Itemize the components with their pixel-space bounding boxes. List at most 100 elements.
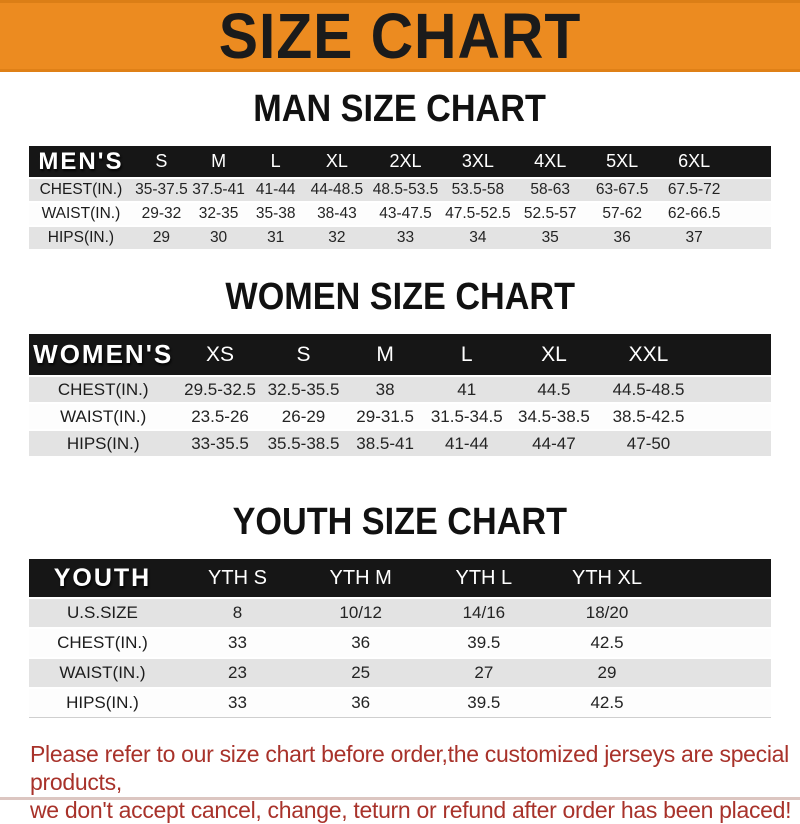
size-value-cell: 53.5-58 bbox=[441, 179, 515, 201]
size-value-cell: 34.5-38.5 bbox=[507, 404, 601, 429]
row-filler bbox=[668, 689, 771, 718]
measurement-row-label: CHEST(IN.) bbox=[29, 179, 133, 201]
row-filler bbox=[668, 629, 771, 657]
measurement-row: WAIST(IN.) 29-32 32-35 35-38 38-43 43-47.5 47.… bbox=[29, 203, 771, 225]
size-value-cell: 23.5-26 bbox=[177, 404, 263, 429]
size-value-cell: 43-47.5 bbox=[369, 203, 442, 225]
size-chart-title: SIZE CHART bbox=[218, 0, 582, 72]
size-column-header: S bbox=[132, 146, 190, 177]
size-value-cell: 52.5-57 bbox=[514, 203, 587, 225]
row-filler bbox=[730, 179, 771, 201]
size-column-header: L bbox=[247, 146, 305, 177]
size-value-cell: 44.5 bbox=[507, 377, 601, 402]
size-column-header: S bbox=[262, 334, 345, 375]
size-value-cell: 67.5-72 bbox=[658, 179, 731, 201]
disclaimer-line-2: we don't accept cancel, change, teturn o… bbox=[30, 797, 792, 823]
size-value-cell: 35-38 bbox=[247, 203, 305, 225]
size-value-cell: 23 bbox=[175, 659, 300, 687]
size-value-cell: 33-35.5 bbox=[177, 431, 263, 456]
size-band-row: WOMEN'S XS S M L XL XXL bbox=[29, 334, 771, 375]
size-column-header: 3XL bbox=[441, 146, 515, 177]
size-value-cell: 26-29 bbox=[262, 404, 345, 429]
measurement-row-label: CHEST(IN.) bbox=[29, 629, 176, 657]
men-size-table: MEN'S S M L XL 2XL 3XL 4XL 5XL 6XL CHEST(IN.) 35-37… bbox=[29, 144, 771, 251]
size-value-cell: 38.5-42.5 bbox=[600, 404, 697, 429]
measurement-row: WAIST(IN.) 23 25 27 29 bbox=[29, 659, 771, 687]
row-filler bbox=[668, 599, 771, 627]
size-value-cell: 39.5 bbox=[422, 689, 546, 718]
band-filler bbox=[696, 334, 771, 375]
youth-chart-title: YOUTH SIZE CHART bbox=[0, 502, 800, 547]
size-value-cell: 31 bbox=[247, 227, 305, 249]
measurement-row-label: WAIST(IN.) bbox=[29, 404, 178, 429]
measurement-row-label: WAIST(IN.) bbox=[29, 659, 176, 687]
size-value-cell: 62-66.5 bbox=[658, 203, 731, 225]
size-value-cell: 38.5-41 bbox=[344, 431, 426, 456]
size-column-header: XL bbox=[507, 334, 601, 375]
disclaimer-line-1: Please refer to our size chart before or… bbox=[30, 741, 789, 795]
measurement-row-label: WAIST(IN.) bbox=[29, 203, 133, 225]
size-value-cell: 10/12 bbox=[299, 599, 423, 627]
size-value-cell: 34 bbox=[441, 227, 515, 249]
youth-size-section: YOUTH SIZE CHART YOUTH YTH S YTH M YTH L YTH… bbox=[0, 502, 800, 720]
youth-chart-title-text: YOUTH SIZE CHART bbox=[232, 501, 568, 543]
size-value-cell: 33 bbox=[175, 629, 300, 657]
size-value-cell: 36 bbox=[299, 689, 423, 718]
size-value-cell: 18/20 bbox=[545, 599, 669, 627]
row-filler bbox=[696, 377, 771, 402]
size-value-cell: 32.5-35.5 bbox=[262, 377, 345, 402]
size-column-header: XXL bbox=[600, 334, 697, 375]
size-band-label: MEN'S bbox=[29, 146, 133, 177]
measurement-row-label: HIPS(IN.) bbox=[29, 431, 178, 456]
row-filler bbox=[668, 659, 771, 687]
measurement-row: HIPS(IN.) 33 36 39.5 42.5 bbox=[29, 689, 771, 718]
size-column-header: YTH M bbox=[299, 559, 423, 597]
size-value-cell: 37 bbox=[658, 227, 731, 249]
size-value-cell: 38-43 bbox=[304, 203, 370, 225]
size-value-cell: 27 bbox=[422, 659, 546, 687]
women-chart-title: WOMEN SIZE CHART bbox=[0, 277, 800, 322]
size-value-cell: 47-50 bbox=[600, 431, 697, 456]
measurement-row: WAIST(IN.) 23.5-26 26-29 29-31.5 31.5-34.5 34… bbox=[29, 404, 771, 429]
size-value-cell: 36 bbox=[586, 227, 659, 249]
size-value-cell: 35 bbox=[514, 227, 587, 249]
size-column-header: L bbox=[425, 334, 508, 375]
size-column-header: M bbox=[190, 146, 248, 177]
size-column-header: M bbox=[344, 334, 426, 375]
size-value-cell: 35-37.5 bbox=[132, 179, 190, 201]
size-value-cell: 33 bbox=[369, 227, 442, 249]
size-value-cell: 33 bbox=[175, 689, 300, 718]
size-column-header: YTH L bbox=[422, 559, 546, 597]
size-column-header: XL bbox=[304, 146, 370, 177]
row-filler bbox=[696, 431, 771, 456]
women-size-section: WOMEN SIZE CHART WOMEN'S XS S M L XL XXL CHEST(… bbox=[0, 277, 800, 458]
measurement-row: CHEST(IN.) 35-37.5 37.5-41 41-44 44-48.5 48.5… bbox=[29, 179, 771, 201]
measurement-row: HIPS(IN.) 33-35.5 35.5-38.5 38.5-41 41-44 44-… bbox=[29, 431, 771, 456]
size-value-cell: 29 bbox=[545, 659, 669, 687]
size-value-cell: 29-31.5 bbox=[344, 404, 426, 429]
size-value-cell: 14/16 bbox=[422, 599, 546, 627]
size-band-row: MEN'S S M L XL 2XL 3XL 4XL 5XL 6XL bbox=[29, 146, 771, 177]
size-value-cell: 8 bbox=[175, 599, 300, 627]
row-filler bbox=[730, 227, 771, 249]
size-value-cell: 41 bbox=[425, 377, 508, 402]
size-value-cell: 58-63 bbox=[514, 179, 587, 201]
size-column-header: 4XL bbox=[514, 146, 587, 177]
size-value-cell: 41-44 bbox=[425, 431, 508, 456]
size-chart-banner: SIZE CHART bbox=[0, 0, 800, 72]
size-value-cell: 38 bbox=[344, 377, 426, 402]
bottom-edge-line bbox=[0, 797, 800, 800]
measurement-row: CHEST(IN.) 29.5-32.5 32.5-35.5 38 41 44.5 44.5… bbox=[29, 377, 771, 402]
size-value-cell: 29-32 bbox=[132, 203, 190, 225]
size-column-header: 2XL bbox=[369, 146, 442, 177]
measurement-row-label: HIPS(IN.) bbox=[29, 227, 133, 249]
size-column-header: YTH XL bbox=[545, 559, 669, 597]
band-filler bbox=[668, 559, 771, 597]
size-value-cell: 32 bbox=[304, 227, 370, 249]
band-filler bbox=[730, 146, 771, 177]
measurement-row-label: HIPS(IN.) bbox=[29, 689, 176, 718]
size-value-cell: 44-47 bbox=[507, 431, 601, 456]
size-value-cell: 25 bbox=[299, 659, 423, 687]
size-column-header: 6XL bbox=[658, 146, 731, 177]
size-value-cell: 39.5 bbox=[422, 629, 546, 657]
